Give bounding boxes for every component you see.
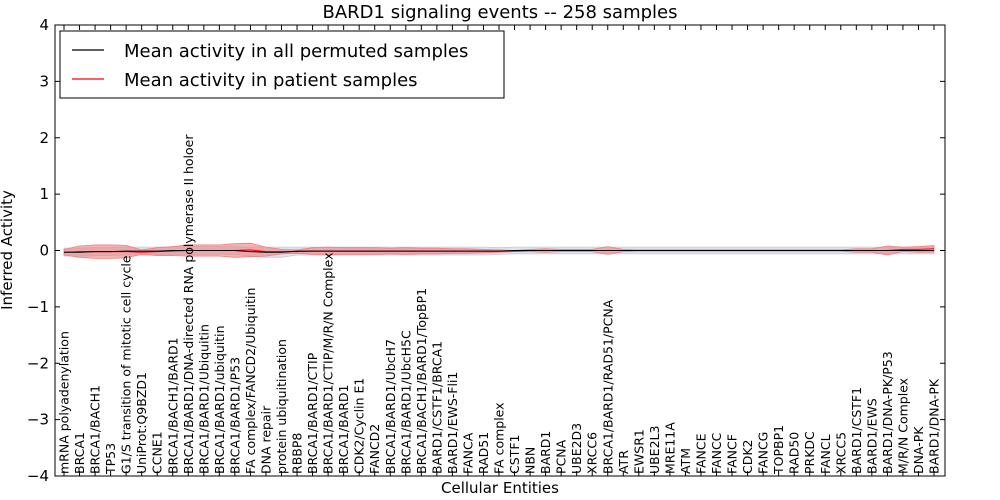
y-tick-label: −2 [27,354,49,372]
y-tick-label: −3 [27,411,49,429]
x-tick-label: RBBP8 [290,433,305,474]
x-tick-label: FANCE [694,433,709,474]
x-tick-label: FANCL [818,434,833,474]
x-tick-label: XRCC5 [833,432,848,474]
x-tick-label: UniProt:Q9BZD1 [134,372,149,474]
x-tick-label: protein ubiquitination [274,339,289,474]
x-tick-label: BARD1/DNA-PK/P53 [880,351,895,474]
x-tick-label: FANCG [756,432,771,474]
x-tick-label: FANCC [709,432,724,474]
x-tick-label: BRCA1/BARD1 [336,384,351,473]
x-tick-label: CCNE1 [150,431,165,474]
x-tick-label: UBE2D3 [569,423,584,474]
x-tick-label: XRCC6 [585,432,600,474]
x-tick-label: MRE11A [662,422,677,474]
x-tick-label: BRCA1/BARD1/P53 [227,357,242,474]
x-tick-label: RAD50 [787,432,802,474]
y-tick-label: −1 [27,298,49,316]
x-tick-label: FANCD2 [367,424,382,474]
legend-label-patient: Mean activity in patient samples [124,70,418,91]
x-tick-label: DNA-PK [911,426,926,474]
x-tick-label: BARD1/CSTF1/BRCA1 [429,341,444,474]
x-tick-label: NBN [523,447,538,474]
y-tick-label: 0 [39,242,49,260]
y-tick-label: 3 [39,72,49,90]
x-tick-label: BRCA1/BARD1/ubiquitin [212,325,227,474]
y-tick-label: 2 [39,129,49,147]
y-tick-label: 4 [39,16,49,34]
x-tick-label: BRCA1/BARD1/UbcH5C [398,330,413,474]
x-tick-label: M/R/N Complex [895,378,910,474]
x-tick-label: DNA repair [259,405,274,474]
x-tick-label: CSTF1 [507,435,522,474]
x-tick-label: BRCA1/BARD1/DNA-directed RNA polymerase … [181,134,196,474]
y-axis-label: Inferred Activity [0,190,16,310]
x-tick-label: BRCA1/BARD1/UbcH7 [383,339,398,474]
legend: Mean activity in all permuted samples Me… [59,30,505,99]
x-tick-label: PRKDC [802,431,817,474]
x-tick-label: BRCA1/BARD1/CTIP/M/R/N Complex [321,252,336,474]
y-axis: −4 −3 −2 −1 0 1 2 3 4 [27,16,945,485]
x-axis: mRNA polyadenylation BRCA1 BRCA1/BACH1 TP53… [57,25,942,476]
x-tick-label: CDK2 [740,440,755,475]
legend-box [59,30,505,99]
x-tick-label: CDK2/Cyclin E1 [352,378,367,474]
y-tick-label: −4 [27,467,49,485]
series-line-0 [64,250,934,253]
x-tick-label: ATR [616,450,631,474]
x-tick-label: FA complex/FANCD2/Ubiquitin [243,288,258,474]
chart-title: BARD1 signaling events -- 258 samples [323,2,678,23]
x-tick-label: UBE2L3 [647,426,662,475]
x-tick-label: BRCA1/BACH1/BARD1/TopBP1 [414,288,429,474]
x-tick-label: BRCA1 [72,432,87,474]
x-tick-label: EWSR1 [631,429,646,474]
x-tick-label: FANCF [725,434,740,474]
x-tick-label: BRCA1/BARD1/RAD51/PCNA [600,299,615,474]
legend-label-permuted: Mean activity in all permuted samples [124,41,468,62]
x-tick-label: mRNA polyadenylation [57,331,72,474]
x-tick-label: BRCA1/BARD1/CTIP [305,352,320,474]
x-tick-label: BARD1 [538,431,553,474]
x-tick-label: FANCA [460,432,475,474]
x-tick-label: TOPBP1 [771,425,786,475]
x-tick-label: BARD1/DNA-PK [927,378,942,474]
x-tick-label: G1/S transition of mitotic cell cycle [119,255,134,474]
x-tick-label: ATM [678,448,693,474]
plot-area [63,242,935,259]
x-tick-label: BARD1/CSTF1 [849,387,864,474]
x-tick-label: BARD1/EWS [864,398,879,474]
x-tick-label: BRCA1/BARD1/Ubiquitin [196,324,211,474]
x-tick-label: BARD1/EWS-Fli1 [445,372,460,474]
x-tick-label: BRCA1/BACH1 [88,385,103,474]
x-tick-label: FA complex [492,402,507,474]
x-axis-label: Cellular Entities [441,479,559,497]
x-tick-label: PCNA [554,439,569,474]
y-tick-label: 1 [39,185,49,203]
x-tick-label: TP53 [103,443,118,475]
x-tick-label: BRCA1/BACH1/BARD1 [165,337,180,474]
x-tick-label: RAD51 [476,432,491,474]
